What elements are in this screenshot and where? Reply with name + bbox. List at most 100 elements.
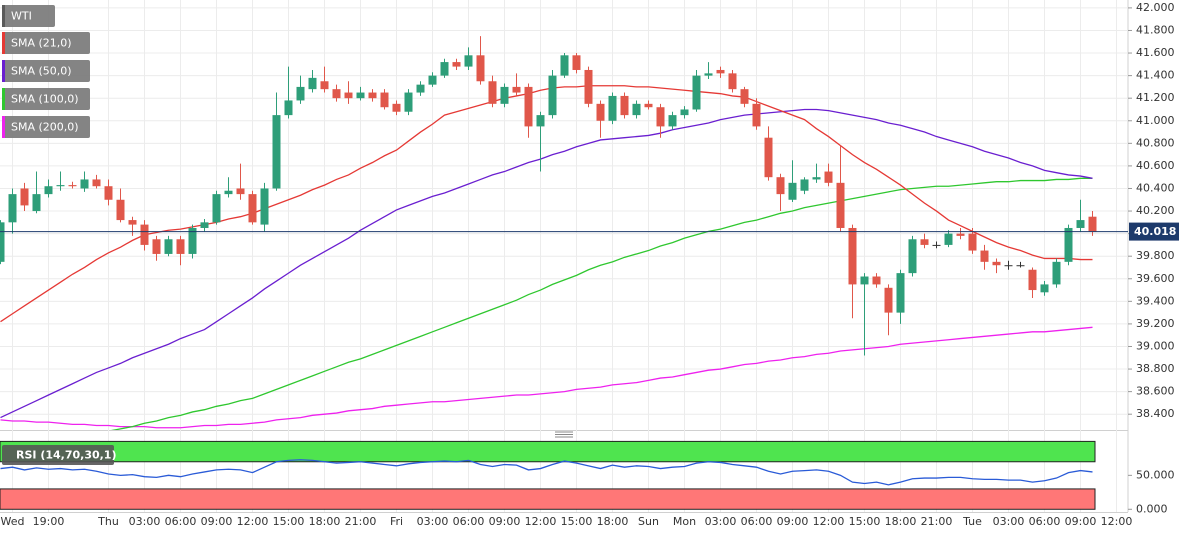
candle-body	[920, 239, 929, 245]
legend-swatch	[2, 88, 5, 110]
candle-body	[1016, 265, 1025, 267]
x-tick-label: 03:00	[417, 515, 449, 528]
candle-body	[284, 100, 293, 116]
candle-body	[92, 179, 101, 187]
candle-body	[176, 239, 185, 254]
candle-body	[632, 103, 641, 116]
x-tick-label: Thu	[97, 515, 119, 528]
candle-body	[1076, 220, 1085, 228]
legend-label: SMA (200,0)	[11, 121, 79, 134]
rsi-lower-band	[0, 488, 1096, 510]
x-tick-label: 18:00	[885, 515, 917, 528]
candle-body	[0, 222, 5, 262]
candle-body	[944, 233, 953, 245]
candle-body	[548, 75, 557, 116]
candle-body	[392, 103, 401, 112]
x-tick-label: 12:00	[813, 515, 845, 528]
candle-body	[308, 77, 317, 90]
x-tick-label: 18:00	[597, 515, 629, 528]
sma-line	[0, 85, 1093, 323]
x-tick-label: 15:00	[273, 515, 305, 528]
candle-body	[644, 103, 653, 108]
y-tick-label: 38.800	[1136, 362, 1175, 375]
candle-body	[128, 220, 137, 225]
rsi-upper-band	[0, 440, 1096, 463]
candle-body	[332, 89, 341, 99]
legend-box	[2, 116, 90, 138]
y-tick-label: 38.400	[1136, 407, 1175, 420]
candle-body	[776, 177, 785, 195]
plot	[0, 36, 1097, 430]
y-tick-label: 40.400	[1136, 181, 1175, 194]
legend-label: SMA (50,0)	[11, 65, 72, 78]
candle-body	[56, 185, 65, 187]
candle-body	[956, 233, 965, 236]
candle-body	[992, 261, 1001, 266]
y-tick-label: 41.200	[1136, 91, 1175, 104]
x-tick-label: 06:00	[165, 515, 197, 528]
candle-body	[152, 239, 161, 254]
candle-body	[740, 89, 749, 104]
sma-line	[0, 108, 1093, 419]
candle-body	[620, 95, 629, 116]
candle-body	[224, 190, 233, 195]
y-tick-label: 41.400	[1136, 69, 1175, 82]
candle-body	[452, 62, 461, 67]
y-tick-label: 41.600	[1136, 46, 1175, 59]
y-tick-label: 38.600	[1136, 385, 1175, 398]
candle-body	[1064, 227, 1073, 262]
candle-body	[116, 199, 125, 221]
x-tick-label: 15:00	[561, 515, 593, 528]
candle-body	[296, 86, 305, 101]
candle-body	[932, 244, 941, 246]
y-tick-label: 40.800	[1136, 136, 1175, 149]
candle-body	[524, 86, 533, 127]
resize-handle[interactable]	[555, 431, 573, 438]
x-tick-label: 09:00	[489, 515, 521, 528]
legend-box	[2, 32, 90, 54]
candle-body	[860, 276, 869, 285]
x-tick-label: 06:00	[741, 515, 773, 528]
legend-swatch	[2, 32, 5, 54]
candle-body	[572, 55, 581, 70]
candle-body	[248, 194, 257, 223]
sma-line	[110, 177, 1093, 430]
candle-body	[980, 250, 989, 262]
candle-body	[140, 224, 149, 245]
y-tick-label: 39.200	[1136, 317, 1175, 330]
candle-body	[188, 227, 197, 254]
candle-body	[404, 92, 413, 112]
legend-box	[2, 88, 90, 110]
y-tick-label: 41.800	[1136, 23, 1175, 36]
candle-body	[200, 222, 209, 228]
candle-body	[476, 55, 485, 82]
candle-body	[428, 75, 437, 85]
candle-body	[560, 55, 569, 76]
candle-body	[416, 84, 425, 93]
candle-body	[884, 287, 893, 313]
legend-label: SMA (21,0)	[11, 37, 72, 50]
candle-body	[608, 95, 617, 121]
candle-body	[1028, 269, 1037, 291]
candle-body	[500, 86, 509, 104]
candle-body	[488, 81, 497, 104]
candle-body	[896, 273, 905, 313]
legend-label: WTI	[11, 10, 32, 23]
x-tick-label: Tue	[962, 515, 982, 528]
candle-body	[596, 103, 605, 121]
last-price-label: 40.018	[1134, 225, 1176, 238]
candle-body	[1052, 261, 1061, 285]
candle-body	[584, 69, 593, 104]
y-tick-label: 42.000	[1136, 1, 1175, 14]
candle-body	[848, 227, 857, 285]
candle-body	[512, 86, 521, 93]
candle-body	[320, 81, 329, 90]
candle-body	[356, 92, 365, 99]
candle-body	[464, 55, 473, 67]
x-tick-label: 03:00	[705, 515, 737, 528]
y-tick-label: 50.000	[1136, 468, 1175, 481]
rsi-panel	[0, 440, 1096, 510]
candle-body	[668, 115, 677, 127]
candle-body	[32, 194, 41, 212]
